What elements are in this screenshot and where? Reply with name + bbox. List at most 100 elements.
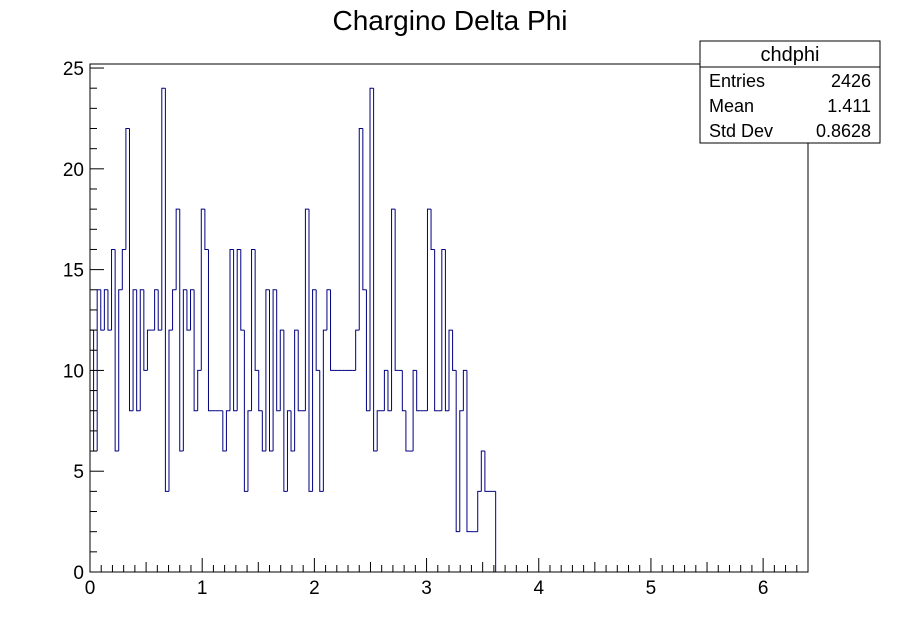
histogram-bin <box>143 289 148 371</box>
histogram-bin <box>369 87 374 411</box>
histogram-bin <box>111 248 116 331</box>
x-tick-label: 6 <box>758 578 769 599</box>
histogram-bin <box>107 289 112 331</box>
histogram-bin <box>283 330 288 492</box>
histogram-bin <box>179 209 184 452</box>
histogram-bin <box>362 128 367 291</box>
histogram-bin <box>261 410 266 452</box>
histogram-bin <box>269 289 274 452</box>
histogram-bin <box>136 289 141 412</box>
histogram-bin <box>258 370 263 412</box>
histogram-bin <box>225 410 231 452</box>
histogram-bin <box>401 370 406 412</box>
histogram-bin <box>373 88 378 452</box>
x-tick-label: 1 <box>197 578 208 599</box>
histogram-bin <box>290 410 295 452</box>
histogram-bin <box>480 450 485 492</box>
x-tick-label: 5 <box>646 578 657 599</box>
histogram-bin <box>154 289 159 331</box>
histogram-bin <box>326 289 331 331</box>
histogram-bin <box>426 208 432 411</box>
histogram-bin <box>434 249 439 412</box>
histogram-bin <box>193 289 198 412</box>
histogram-bin <box>146 329 152 371</box>
stats-stddev-label: Std Dev <box>709 121 773 141</box>
histogram-bin <box>315 289 320 371</box>
histogram-bin <box>322 329 327 492</box>
histogram-bin <box>118 289 123 452</box>
stats-title: chdphi <box>761 44 820 66</box>
y-tick-label: 10 <box>63 361 84 382</box>
histogram <box>89 87 497 572</box>
histogram-bin <box>251 248 256 411</box>
histogram-bin <box>175 208 180 290</box>
histogram-bin <box>358 128 363 331</box>
histogram-bin <box>186 289 191 331</box>
histogram-bin <box>319 370 324 492</box>
histogram-bin <box>233 249 238 412</box>
y-tick-label: 0 <box>73 563 84 584</box>
histogram-bin <box>197 369 202 411</box>
histogram-bin <box>204 209 209 250</box>
x-tick-label: 0 <box>85 578 96 599</box>
histogram-bin <box>182 289 187 452</box>
y-tick-label: 20 <box>63 160 84 181</box>
histogram-bin <box>383 369 388 411</box>
histogram-bin <box>412 369 417 452</box>
histogram-bin <box>222 410 227 452</box>
x-tick-label: 2 <box>309 578 320 599</box>
histogram-bin <box>125 128 130 250</box>
histogram-bin <box>430 209 435 250</box>
histogram-bin <box>365 289 371 412</box>
y-tick-label: 5 <box>73 462 84 483</box>
histogram-bin <box>157 289 162 331</box>
histogram-bin <box>161 87 166 331</box>
histogram-bin <box>484 451 489 492</box>
histogram-bin <box>200 208 205 371</box>
histogram-bin <box>190 289 195 331</box>
histogram-bin <box>100 289 105 331</box>
histogram-bin <box>441 248 446 411</box>
histogram-bin <box>247 410 252 492</box>
histogram-bin <box>405 410 410 452</box>
y-axis: 0 5 10 15 20 25 <box>63 59 104 584</box>
histogram-bin <box>96 289 101 452</box>
stats-entries-label: Entries <box>709 71 765 91</box>
histogram-bin <box>279 329 284 411</box>
histogram-bin <box>128 128 134 412</box>
histogram-bin <box>304 208 309 411</box>
histogram-bin <box>139 289 144 411</box>
histogram-bin <box>312 289 317 492</box>
histogram-bin <box>254 249 259 371</box>
histogram-bin <box>132 289 137 411</box>
stats-entries-value: 2426 <box>831 71 871 91</box>
chart-title: Chargino Delta Phi <box>332 5 567 36</box>
histogram-bin <box>416 370 421 412</box>
histogram-bin <box>207 249 213 412</box>
stats-mean-label: Mean <box>709 96 754 116</box>
histogram-bin <box>172 289 177 331</box>
histogram-bin <box>243 330 248 492</box>
y-tick-label: 15 <box>63 261 84 282</box>
stats-box-frame <box>699 40 881 144</box>
histogram-bin <box>391 208 396 411</box>
histogram-bin <box>272 289 277 452</box>
histogram-bin <box>297 330 302 412</box>
x-tick-label: 3 <box>421 578 432 599</box>
histogram-bin <box>355 329 360 371</box>
histogram-bin <box>229 248 234 411</box>
histogram-bin <box>330 289 335 371</box>
x-tick-label: 4 <box>533 578 544 599</box>
histogram-bin <box>294 329 299 452</box>
histogram-bin <box>459 410 464 532</box>
histogram-bin <box>477 490 482 532</box>
histogram-bin <box>265 289 270 452</box>
histogram-bin <box>164 88 169 492</box>
histogram-bin <box>114 249 119 452</box>
x-axis: 0 1 2 3 4 5 6 <box>85 558 809 599</box>
histogram-bin <box>286 410 292 492</box>
histogram-bin <box>455 370 460 533</box>
stats-stddev-value: 0.8628 <box>816 121 871 141</box>
histogram-bin <box>387 370 392 412</box>
